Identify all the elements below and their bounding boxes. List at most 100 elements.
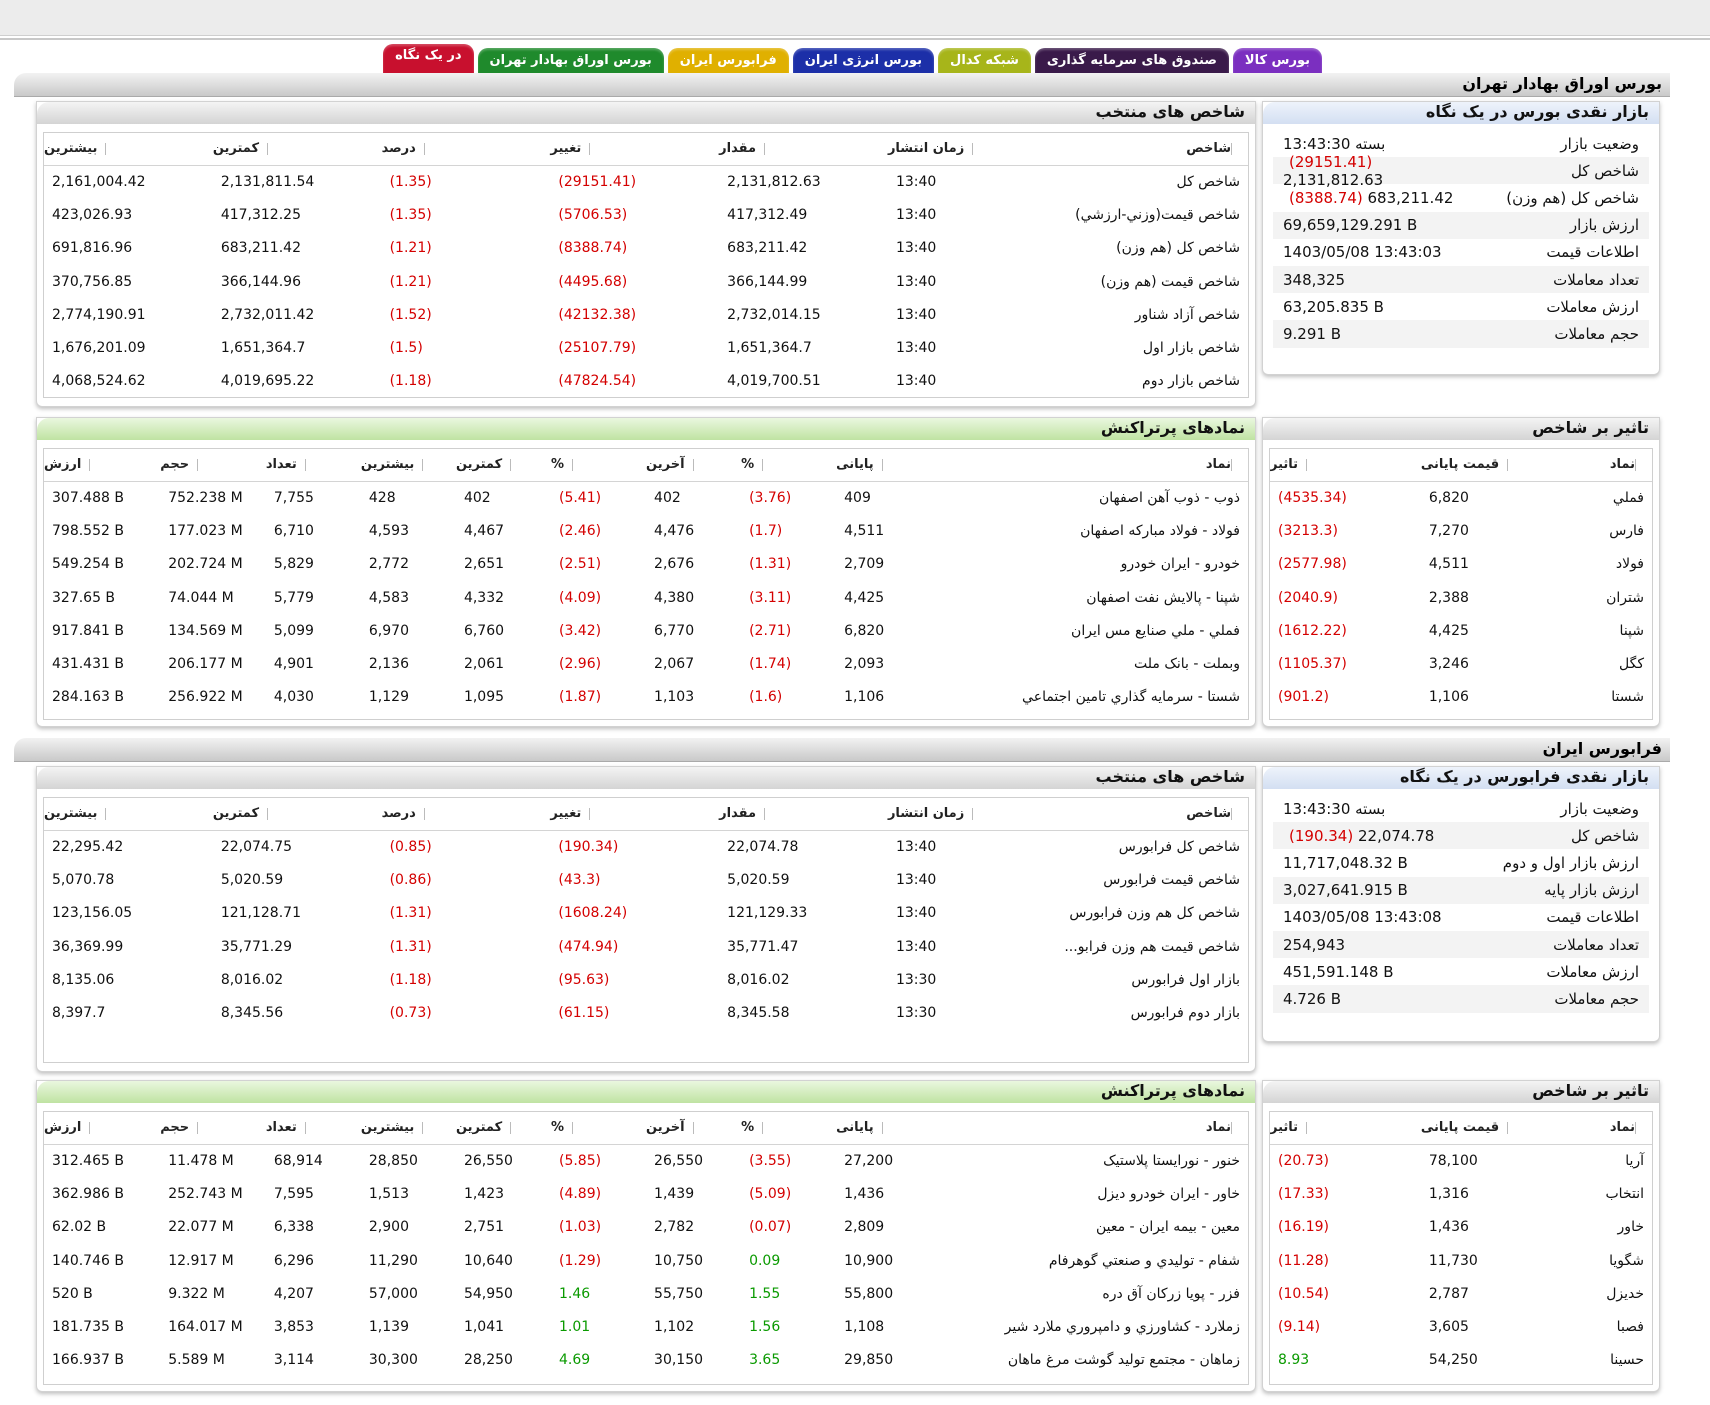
column-header[interactable]: حجم <box>160 1112 266 1145</box>
column-header[interactable]: کمترین <box>455 1112 551 1145</box>
column-header[interactable]: قیمت پایانی <box>1420 1112 1572 1145</box>
column-header[interactable]: بیشترین <box>360 1112 456 1145</box>
column-header[interactable]: ارزش <box>44 449 161 482</box>
column-header[interactable]: آخرین <box>646 1112 742 1145</box>
column-header[interactable]: مقدار <box>719 133 888 166</box>
row-symbol[interactable]: شاخص بازار اول <box>1142 340 1240 357</box>
tab-2[interactable]: فرابورس ایران <box>667 48 789 74</box>
row-symbol[interactable]: شفام - تولیدي و صنعتي گوهرفام <box>1048 1252 1240 1269</box>
row-cell: 1,106 <box>844 689 885 706</box>
row-symbol[interactable]: بازار اول فرابورس <box>1131 971 1240 988</box>
row-symbol[interactable]: شاخص آزاد شناور <box>1134 306 1240 323</box>
row-symbol[interactable]: شاخص بازار دوم <box>1142 373 1240 390</box>
row-symbol[interactable]: شتران <box>1606 589 1644 606</box>
row-symbol[interactable]: آریا <box>1625 1152 1644 1169</box>
row-symbol[interactable]: شاخص کل <box>1176 173 1240 190</box>
column-header[interactable]: کمترین <box>212 133 382 166</box>
row-symbol[interactable]: فصبا <box>1616 1319 1644 1336</box>
tse-impact-title: تاثیر بر شاخص <box>1263 418 1659 440</box>
row-symbol[interactable]: فولاد - فولاد مبارکه اصفهان <box>1080 522 1240 539</box>
tab-1[interactable]: بورس اوراق بهادار تهران <box>477 48 664 74</box>
column-header[interactable]: % <box>741 1112 837 1145</box>
row-symbol[interactable]: شاخص قیمت فرابورس <box>1103 871 1240 888</box>
row-symbol[interactable]: شاخص کل (هم وزن) <box>1116 240 1240 257</box>
column-header[interactable]: شاخص <box>1011 798 1248 831</box>
row-symbol[interactable]: حسینا <box>1610 1352 1644 1369</box>
row-symbol[interactable]: فملي <box>1612 489 1644 506</box>
row-symbol[interactable]: شگویا <box>1609 1252 1644 1269</box>
tab-4[interactable]: شبکه کدال <box>938 48 1031 74</box>
tab-0[interactable]: در یک نگاه <box>383 44 474 74</box>
row-symbol[interactable]: شپنا <box>1619 622 1644 639</box>
column-header[interactable]: تغییر <box>550 133 720 166</box>
column-header[interactable]: نماد <box>1571 1112 1652 1145</box>
column-header[interactable]: تاثیر <box>1270 1112 1421 1145</box>
column-header[interactable]: مقدار <box>719 798 888 831</box>
column-header[interactable]: تغییر <box>550 798 720 831</box>
column-header[interactable]: درصد <box>381 798 551 831</box>
row-symbol[interactable]: ذوب - ذوب آهن اصفهان <box>1099 489 1240 506</box>
column-header[interactable]: نماد <box>1571 449 1652 482</box>
column-header-label: بیشترین <box>360 457 415 473</box>
row-symbol[interactable]: شاخص قیمت (هم وزن) <box>1100 273 1240 290</box>
column-header[interactable]: تاثیر <box>1270 449 1421 482</box>
glance-change: (8388.74) <box>1289 188 1363 207</box>
row-symbol[interactable]: خاور - ایران خودرو دیزل <box>1097 1185 1240 1202</box>
row-symbol[interactable]: شپنا - پالایش نفت اصفهان <box>1086 589 1240 606</box>
row-symbol[interactable]: خدیزل <box>1606 1285 1644 1302</box>
row-symbol[interactable]: فارس <box>1609 522 1644 539</box>
column-header[interactable]: آخرین <box>646 449 742 482</box>
column-header[interactable]: نماد <box>931 1112 1248 1145</box>
column-header[interactable]: قیمت پایانی <box>1420 449 1572 482</box>
browser-top-bar <box>0 0 1710 36</box>
row-symbol[interactable]: زملارد - کشاورزي و دامپروري ملارد شیر <box>1004 1319 1240 1336</box>
column-header[interactable]: % <box>550 1112 647 1145</box>
row-symbol[interactable]: فولاد <box>1615 556 1644 573</box>
column-header[interactable]: زمان انتشار <box>887 798 1012 831</box>
row-symbol[interactable]: شستا <box>1611 689 1644 706</box>
column-header[interactable]: بیشترین <box>44 798 213 831</box>
column-header[interactable]: تعداد <box>265 1112 361 1145</box>
row-symbol[interactable]: فزر - پویا زرکان آق دره <box>1102 1285 1240 1302</box>
column-header[interactable]: تعداد <box>265 449 361 482</box>
column-header[interactable]: شاخص <box>1011 133 1248 166</box>
row-symbol[interactable]: خاور <box>1617 1219 1644 1236</box>
column-header[interactable]: % <box>741 449 837 482</box>
column-header[interactable]: ارزش <box>44 1112 161 1145</box>
column-header[interactable]: زمان انتشار <box>887 133 1012 166</box>
column-header[interactable]: پایانی <box>836 449 932 482</box>
row-symbol[interactable]: شاخص کل فرابورس <box>1118 838 1240 855</box>
row-symbol[interactable]: شاخص کل هم وزن فرابورس <box>1069 905 1240 922</box>
row-symbol[interactable]: شاخص قیمت هم وزن فرابو... <box>1064 938 1240 955</box>
row-symbol[interactable]: کگل <box>1619 656 1644 673</box>
row-cell: 252.743 M <box>168 1185 243 1202</box>
row-symbol[interactable]: شستا - سرمایه گذاري تامین اجتماعي <box>1022 689 1240 706</box>
table-row: بازار اول فرابورس 13:30 8,016.02 (95.63) (1.… <box>44 963 1248 996</box>
row-symbol[interactable]: فملي - ملي صنایع مس ایران <box>1071 622 1240 639</box>
column-header[interactable]: کمترین <box>455 449 551 482</box>
row-cell: (3.76) <box>749 489 792 506</box>
row-symbol[interactable]: شاخص قیمت(وزني-ارزشي) <box>1075 206 1240 223</box>
column-header-label: کمترین <box>212 806 260 822</box>
row-cell: 12.917 M <box>168 1252 234 1269</box>
row-symbol[interactable]: انتخاب <box>1605 1185 1645 1202</box>
row-symbol[interactable]: خودرو - ایران خودرو <box>1120 556 1240 573</box>
column-header[interactable]: پایانی <box>836 1112 932 1145</box>
row-cell: 29,850 <box>844 1352 894 1369</box>
tab-5[interactable]: صندوق های سرمایه گذاری <box>1034 48 1229 74</box>
tab-6[interactable]: بورس کالا <box>1232 48 1322 74</box>
row-cell: (2.46) <box>558 522 602 539</box>
column-header[interactable]: بیشترین <box>360 449 456 482</box>
column-header[interactable]: بیشترین <box>44 133 213 166</box>
column-header[interactable]: % <box>550 449 647 482</box>
row-symbol[interactable]: خنور - نورایستا پلاستیک <box>1103 1152 1240 1169</box>
tab-3[interactable]: بورس انرژی ایران <box>792 48 935 74</box>
column-header[interactable]: کمترین <box>212 798 382 831</box>
row-symbol[interactable]: زماهان - مجتمع تولید گوشت مرغ ماهان <box>1007 1352 1240 1369</box>
column-header[interactable]: حجم <box>160 449 266 482</box>
row-symbol[interactable]: بازار دوم فرابورس <box>1130 1005 1240 1022</box>
column-header[interactable]: نماد <box>931 449 1248 482</box>
row-symbol[interactable]: وبملت - بانک ملت <box>1133 656 1240 673</box>
row-symbol[interactable]: معین - بیمه ایران - معین <box>1095 1219 1240 1236</box>
column-header[interactable]: درصد <box>381 133 551 166</box>
